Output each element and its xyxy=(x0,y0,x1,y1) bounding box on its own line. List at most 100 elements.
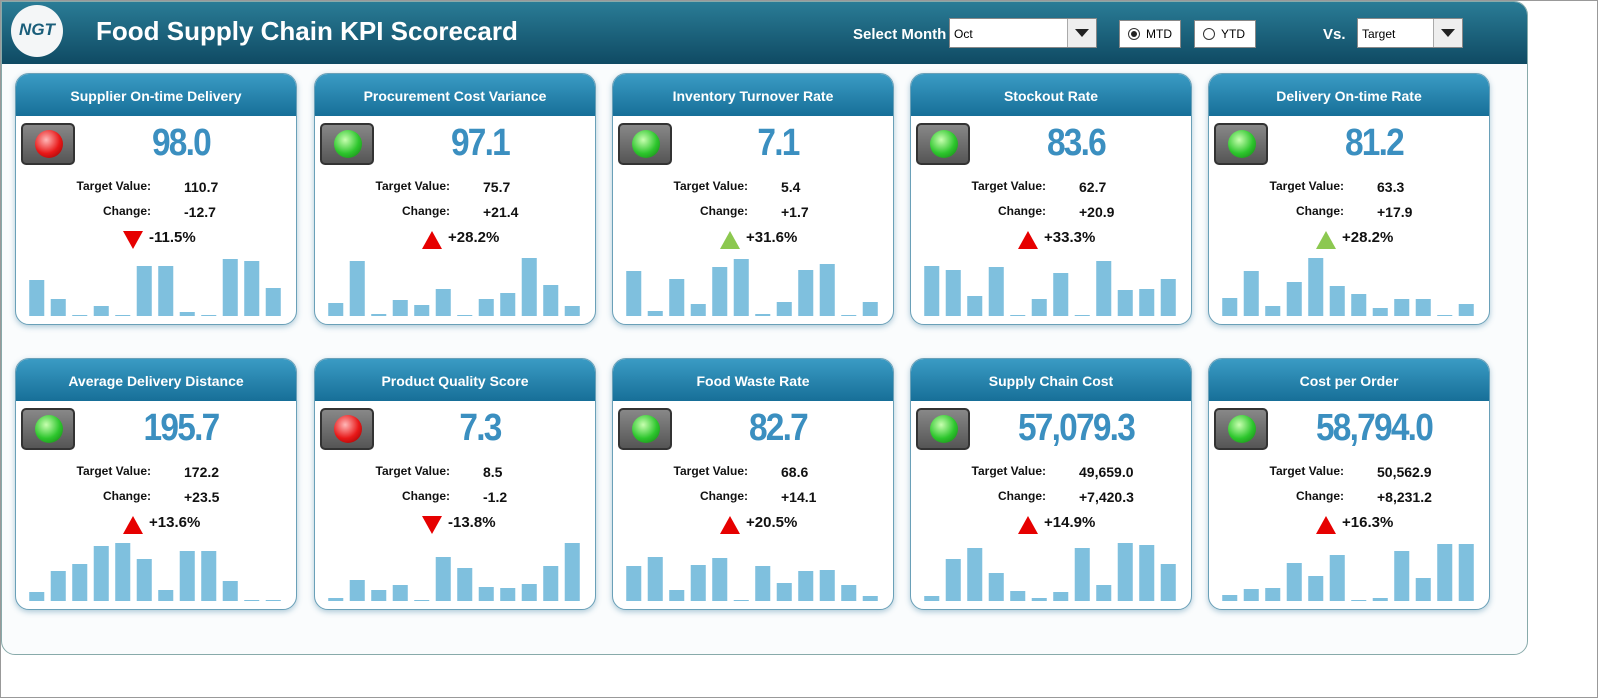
target-value: 49,659.0 xyxy=(1079,464,1134,480)
bar xyxy=(29,592,45,601)
status-light xyxy=(21,123,75,165)
title: Food Supply Chain KPI Scorecard xyxy=(96,16,518,46)
bar xyxy=(945,559,961,601)
change-percent: +16.3% xyxy=(1342,514,1394,531)
bar xyxy=(819,264,835,316)
bar xyxy=(179,312,195,316)
bar xyxy=(988,573,1004,601)
change-arrow xyxy=(1018,231,1038,249)
change-value: -1.2 xyxy=(483,489,508,505)
bar xyxy=(564,306,580,316)
kpi-value: 58,794.0 xyxy=(1315,407,1434,449)
bar xyxy=(521,584,537,601)
change-value: +23.5 xyxy=(184,489,220,505)
mini-bar-chart xyxy=(328,543,580,601)
target-value: 8.5 xyxy=(483,464,503,480)
bar xyxy=(1053,273,1069,316)
change-value: +21.4 xyxy=(483,204,519,220)
kpi-card: Inventory Turnover Rate 7.1 Target Value: 5… xyxy=(612,73,894,325)
vs-dropdown[interactable]: Target xyxy=(1357,18,1463,48)
bar xyxy=(50,299,66,316)
card-title: Stockout Rate xyxy=(911,74,1191,116)
mini-bar-chart xyxy=(1222,544,1474,601)
change-label: Change: xyxy=(402,489,450,503)
kpi-card: Procurement Cost Variance 97.1 Target Valu… xyxy=(314,73,596,325)
bar xyxy=(690,565,706,601)
bar xyxy=(349,580,365,601)
kpi-card: Cost per Order 58,794.0 Target Value: 50,56… xyxy=(1208,358,1490,610)
dropdown-button[interactable] xyxy=(1067,19,1096,47)
bar xyxy=(201,315,217,316)
mini-bar-chart xyxy=(924,261,1176,316)
bar xyxy=(1096,261,1112,316)
bar xyxy=(136,266,152,316)
month-dropdown[interactable]: Oct xyxy=(949,18,1097,48)
status-light xyxy=(618,123,672,165)
bar xyxy=(1222,298,1238,316)
bar xyxy=(414,600,430,601)
bar xyxy=(1372,308,1388,316)
dropdown-button[interactable] xyxy=(1433,19,1462,47)
bar xyxy=(265,288,281,316)
status-bulb xyxy=(35,415,63,443)
status-bulb xyxy=(930,415,958,443)
mini-bar-chart xyxy=(1222,258,1474,316)
status-bulb xyxy=(35,130,63,158)
bar xyxy=(328,598,344,601)
target-value: 62.7 xyxy=(1079,179,1107,195)
change-arrow xyxy=(720,231,740,249)
bar xyxy=(1372,598,1388,601)
mini-bar-chart xyxy=(29,543,281,601)
bar xyxy=(967,296,983,316)
bar xyxy=(93,306,109,316)
bar xyxy=(1351,294,1367,316)
bar xyxy=(1074,315,1090,316)
header: NGT Food Supply Chain KPI Scorecard Sele… xyxy=(2,2,1527,64)
bar xyxy=(1265,588,1281,601)
bar xyxy=(371,590,387,601)
bar xyxy=(1010,591,1026,601)
bar xyxy=(1308,576,1324,601)
bar xyxy=(222,581,238,601)
bar xyxy=(1265,306,1281,316)
bar xyxy=(1458,304,1474,316)
card-title: Supplier On-time Delivery xyxy=(16,74,296,116)
bar xyxy=(158,266,174,316)
bar xyxy=(543,566,559,601)
status-bulb xyxy=(334,130,362,158)
target-label: Target Value: xyxy=(673,179,748,193)
arrow-shape xyxy=(123,516,143,534)
kpi-card: Supply Chain Cost 57,079.3 Target Value: 49… xyxy=(910,358,1192,610)
mode-radio[interactable]: MTD xyxy=(1119,20,1181,48)
card-title: Food Waste Rate xyxy=(613,359,893,401)
radio-dot xyxy=(1128,28,1140,40)
bar xyxy=(1139,545,1155,601)
bar xyxy=(1053,592,1069,601)
bar xyxy=(521,258,537,316)
target-label: Target Value: xyxy=(375,464,450,478)
kpi-value: 98.0 xyxy=(151,122,212,164)
bar xyxy=(1351,600,1367,601)
target-label: Target Value: xyxy=(673,464,748,478)
kpi-value: 195.7 xyxy=(143,407,221,449)
bar xyxy=(136,559,152,601)
change-label: Change: xyxy=(103,489,151,503)
change-arrow xyxy=(1316,231,1336,249)
bar xyxy=(414,305,430,316)
change-percent: +28.2% xyxy=(1342,229,1394,246)
target-label: Target Value: xyxy=(1269,464,1344,478)
kpi-card: Product Quality Score 7.3 Target Value: 8.5… xyxy=(314,358,596,610)
bar xyxy=(179,551,195,601)
bar xyxy=(1031,598,1047,601)
bar xyxy=(457,568,473,601)
mode-radio[interactable]: YTD xyxy=(1194,20,1256,48)
bar xyxy=(50,571,66,601)
kpi-card: Delivery On-time Rate 81.2 Target Value: 63… xyxy=(1208,73,1490,325)
change-label: Change: xyxy=(1296,489,1344,503)
bar xyxy=(862,596,878,601)
bar xyxy=(798,571,814,601)
change-percent: +14.9% xyxy=(1044,514,1096,531)
bar xyxy=(72,315,88,316)
bar xyxy=(924,266,940,316)
bar xyxy=(457,315,473,316)
